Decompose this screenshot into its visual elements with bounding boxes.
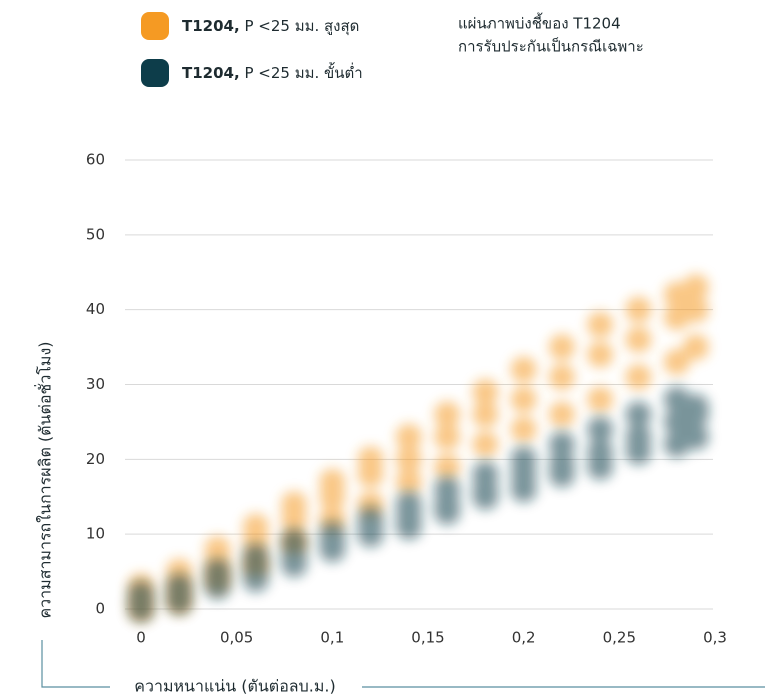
point (587, 386, 614, 413)
point (682, 274, 709, 301)
point (357, 506, 384, 533)
x-tick-label: 0,05 (220, 629, 253, 647)
point (548, 450, 575, 477)
legend-label-bold: T1204, (182, 64, 240, 82)
point (663, 349, 690, 376)
point (357, 446, 384, 473)
point (281, 491, 308, 518)
point (395, 491, 422, 518)
point (625, 296, 652, 323)
point (242, 543, 269, 570)
legend-label-rest: P <25 มม. ขั้นต่ำ (240, 62, 363, 82)
x-tick-label: 0,15 (411, 629, 444, 647)
point (128, 581, 154, 608)
point (548, 364, 575, 391)
y-tick-label: 0 (95, 600, 105, 618)
y-tick-label: 20 (86, 450, 105, 468)
x-tick-label: 0,2 (512, 629, 536, 647)
x-tick-label: 0,1 (320, 629, 344, 647)
y-axis-label: ความสามารถในการผลิต (ตันต่อชั่วโมง) (34, 341, 55, 618)
point (319, 468, 346, 495)
point (242, 513, 269, 540)
point (434, 476, 461, 503)
annotation: การรับประกันเป็นกรณีเฉพาะ (458, 37, 644, 56)
point (587, 438, 614, 465)
point (395, 423, 422, 450)
point (434, 423, 461, 450)
point (587, 311, 614, 338)
y-tick-label: 60 (86, 151, 105, 169)
point (204, 536, 231, 563)
y-tick-label: 30 (86, 375, 105, 393)
annotation: แผ่นภาพบ่งชี้ของ T1204 (458, 13, 621, 33)
point (395, 468, 422, 495)
legend-label-rest: P <25 มม. สูงสุด (240, 17, 360, 36)
y-tick-label: 10 (86, 525, 105, 543)
point (625, 401, 652, 428)
x-axis-label: ความหนาแน่น (ตันต่อลบ.ม.) (134, 677, 335, 695)
point (319, 521, 346, 548)
legend-label: T1204, P <25 มม. ขั้นต่ำ (182, 62, 363, 82)
x-tick-label: 0 (136, 629, 146, 647)
point (472, 401, 499, 428)
point (548, 401, 575, 428)
point (682, 334, 709, 361)
point (281, 528, 308, 555)
point (682, 296, 709, 323)
point (587, 341, 614, 368)
point-cloud (128, 386, 709, 622)
point (434, 401, 461, 428)
point (395, 446, 422, 473)
legend-swatch (141, 59, 169, 87)
x-tick-label: 0,25 (603, 629, 636, 647)
point (510, 356, 537, 383)
point (625, 326, 652, 353)
point (510, 386, 537, 413)
y-tick-label: 50 (86, 225, 105, 243)
point (434, 453, 461, 480)
point (510, 446, 537, 473)
x-tick-label: 0,3 (703, 629, 727, 647)
point (472, 431, 499, 458)
point (166, 573, 193, 600)
legend-swatch (141, 12, 169, 40)
point (625, 423, 652, 450)
y-tick-label: 40 (86, 300, 105, 318)
point (472, 378, 499, 405)
legend-label-bold: T1204, (182, 17, 240, 35)
axis-bracket (41, 640, 765, 688)
point (682, 393, 709, 420)
point (510, 416, 537, 443)
point (587, 416, 614, 443)
point (472, 461, 499, 488)
legend-label: T1204, P <25 มม. สูงสุด (182, 17, 359, 36)
point (548, 334, 575, 361)
point (204, 558, 231, 585)
point (682, 423, 709, 450)
point (548, 431, 575, 458)
point (625, 364, 652, 391)
